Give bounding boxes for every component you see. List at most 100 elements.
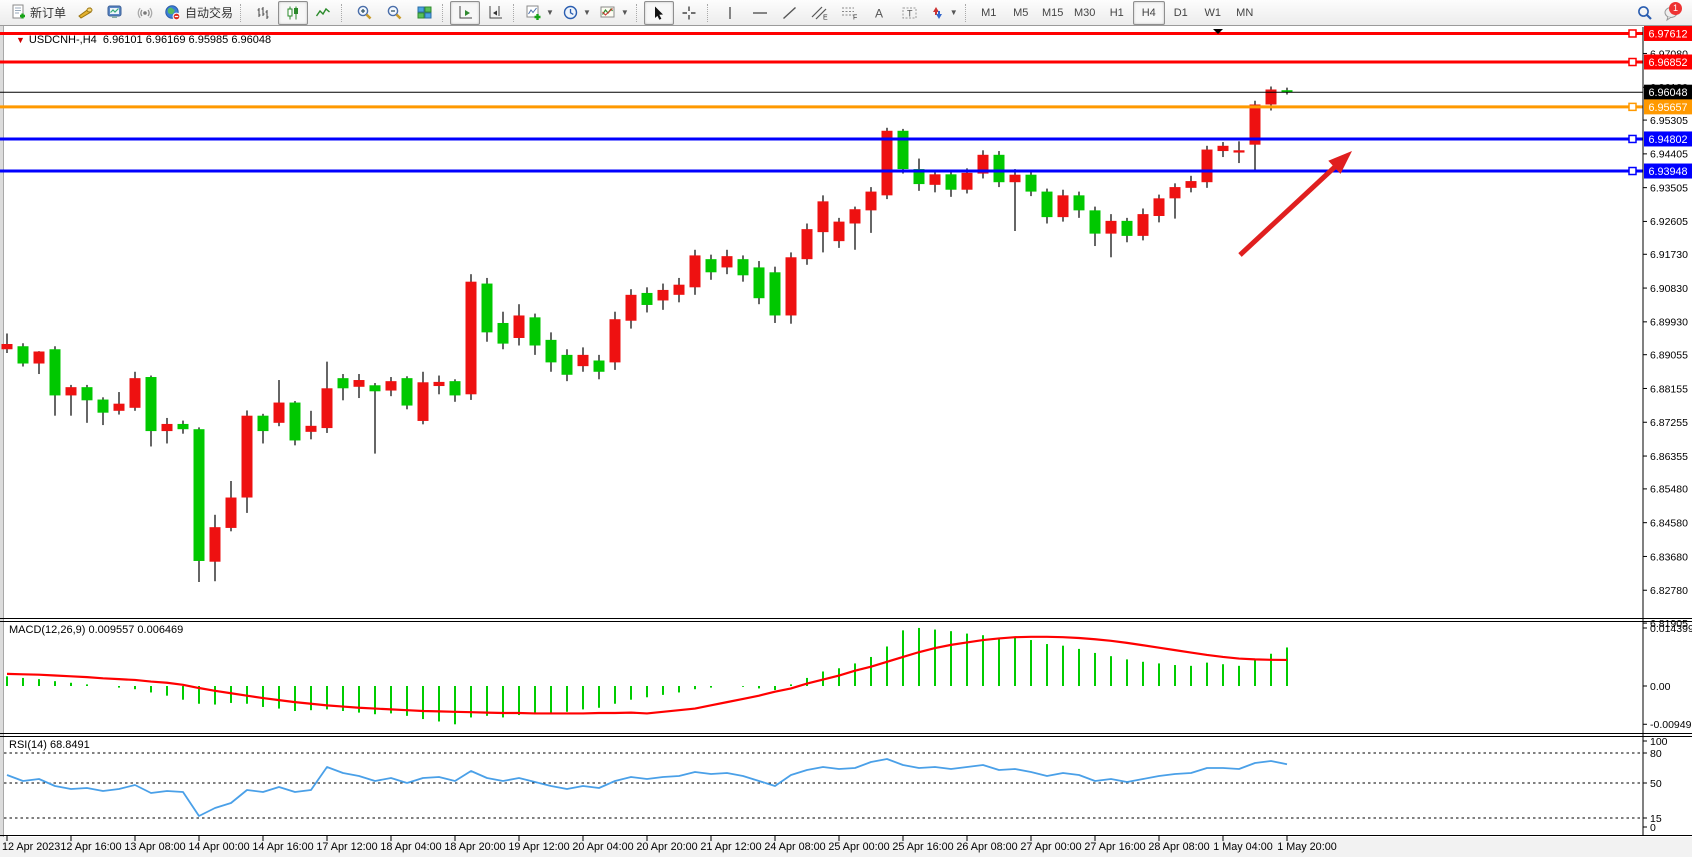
search-button[interactable]	[1630, 1, 1660, 25]
new-order-button[interactable]: 新订单	[6, 1, 70, 25]
trendline-tool-button[interactable]	[775, 1, 805, 25]
time-tick-label: 17 Apr 12:00	[316, 841, 377, 853]
indicators-button[interactable]: ▼	[521, 1, 558, 25]
rsi-axis-label: 0	[1650, 822, 1656, 834]
price-badge-label: 6.97612	[1648, 28, 1687, 40]
candle-body	[881, 130, 893, 196]
tile-windows-button[interactable]	[409, 1, 439, 25]
candle-body	[737, 259, 749, 276]
cursor-tool-button[interactable]	[643, 0, 674, 25]
arrows-tool-button[interactable]: ▼	[925, 1, 962, 25]
periods-button[interactable]: ▼	[558, 1, 595, 25]
price-tick-label: 6.91730	[1650, 249, 1688, 261]
auto-scroll-button[interactable]	[450, 0, 481, 25]
candle-body	[849, 209, 861, 224]
zoom-out-button[interactable]	[379, 1, 409, 25]
text-label-tool-button[interactable]: T	[895, 1, 925, 25]
line-chart-button[interactable]	[308, 1, 338, 25]
line-handle[interactable]	[1628, 134, 1637, 144]
candle-body	[1057, 195, 1069, 218]
candlestick-chart-icon	[287, 6, 299, 19]
zoom-in-button[interactable]	[349, 1, 379, 25]
candle-body	[113, 403, 125, 411]
line-handle[interactable]	[1628, 166, 1637, 176]
candle-body	[225, 497, 237, 528]
price-badge	[1644, 54, 1692, 70]
candle-body	[769, 272, 781, 316]
bar-chart-button[interactable]	[248, 1, 278, 25]
timeframe-w1-button[interactable]: W1	[1204, 6, 1221, 19]
candlestick-chart-button[interactable]	[278, 0, 309, 25]
time-tick-label: 18 Apr 20:00	[444, 841, 505, 853]
candle-body	[1073, 195, 1085, 211]
rsi-indicator-label: RSI(14) 68.8491	[9, 739, 90, 751]
equidistant-channel-icon: E	[811, 6, 828, 21]
candle-body	[929, 174, 941, 185]
timeframe-m1-button[interactable]: M1	[981, 6, 997, 19]
shell-icon	[77, 7, 93, 19]
timeframe-m30-button[interactable]: M30	[1074, 6, 1096, 19]
line-handle[interactable]	[1628, 29, 1637, 38]
candle-body	[81, 387, 93, 401]
auto-trading-button[interactable]: 自动交易	[160, 1, 237, 25]
signal-button[interactable]	[130, 1, 160, 25]
window-left-edge	[0, 26, 3, 837]
horizontal-line-icon	[752, 11, 767, 14]
candle-body	[337, 378, 349, 389]
chart-window-button[interactable]	[100, 1, 130, 25]
new-order-label: 新订单	[30, 6, 67, 20]
rsi-line	[6, 758, 1288, 817]
price-badge	[1644, 163, 1692, 179]
notifications-button[interactable]: 1	[1660, 1, 1684, 25]
arrow-annotation[interactable]	[1238, 151, 1352, 257]
horizontal-line-tool-button[interactable]	[745, 1, 775, 25]
text-icon: A	[875, 6, 883, 20]
candle-body	[209, 527, 221, 562]
candle-body	[1153, 198, 1165, 216]
indicators-dropdown-arrow: ▼	[546, 8, 554, 17]
macd-axis-label: 0.00	[1650, 681, 1671, 693]
timeframe-m15-button[interactable]: M15	[1042, 6, 1064, 19]
price-down-icon: ▼	[16, 35, 25, 45]
candle-body	[497, 322, 509, 344]
shell-button[interactable]	[70, 1, 100, 25]
symbol-name: USDCNH-,H4	[28, 34, 97, 46]
time-tick-label: 24 Apr 08:00	[764, 841, 825, 853]
line-handle[interactable]	[1628, 57, 1637, 67]
time-tick-label: 27 Apr 16:00	[1084, 841, 1145, 853]
candle-body	[961, 172, 973, 190]
timeframe-m5-button[interactable]: M5	[1013, 6, 1029, 19]
text-tool-button[interactable]: A	[865, 1, 895, 25]
timeframe-d1-button[interactable]: D1	[1173, 6, 1188, 19]
candle-body	[1121, 220, 1133, 236]
notification-badge: 1	[1669, 1, 1682, 15]
candle-body	[593, 360, 605, 372]
equidistant-channel-tool-button[interactable]: E	[805, 1, 835, 25]
line-handle[interactable]	[1628, 102, 1637, 112]
templates-icon	[600, 6, 615, 18]
crosshair-tool-button[interactable]	[674, 1, 704, 25]
candle-body	[609, 319, 621, 363]
price-badge	[1644, 99, 1692, 115]
timeframe-h1-button[interactable]: H1	[1109, 6, 1124, 19]
vertical-line-tool-button[interactable]	[715, 1, 745, 25]
price-tick-label: 6.92605	[1650, 216, 1688, 228]
chart-shift-button[interactable]	[480, 1, 510, 25]
candle-body	[193, 429, 205, 561]
candle-body	[49, 349, 61, 396]
candle-body	[177, 423, 189, 430]
svg-text:A: A	[875, 6, 883, 20]
price-tick-label: 6.87255	[1650, 417, 1688, 429]
trendline-icon	[783, 6, 797, 19]
candle-body	[129, 378, 141, 408]
candle-body	[257, 415, 269, 432]
candle-body	[705, 259, 717, 273]
time-tick-label: 25 Apr 00:00	[828, 841, 889, 853]
timeframe-mn-button[interactable]: MN	[1236, 6, 1254, 19]
timeframe-h4-button[interactable]: H4	[1132, 0, 1165, 25]
symbol-title: ▼ USDCNH-,H4 6.96101 6.96169 6.95985 6.96…	[16, 34, 271, 46]
macd-signal-line	[6, 635, 1288, 715]
candle-body	[1217, 145, 1229, 152]
svg-text:T: T	[907, 8, 913, 18]
templates-button[interactable]: ▼	[595, 1, 633, 25]
